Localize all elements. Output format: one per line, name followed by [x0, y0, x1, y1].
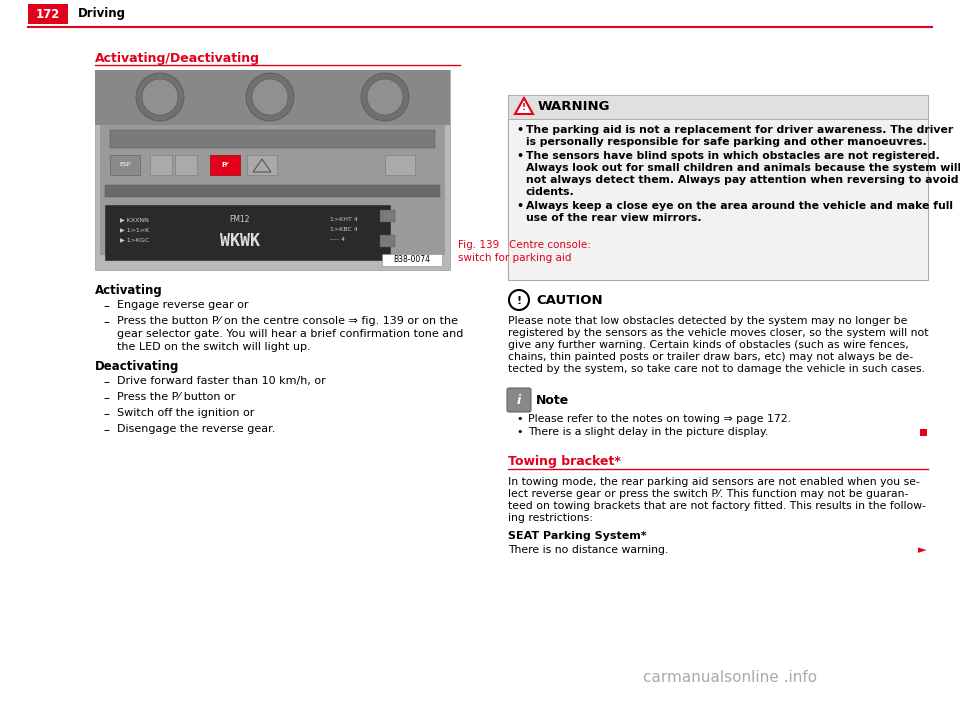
Text: ing restrictions:: ing restrictions: [508, 513, 593, 523]
Bar [28, 4, 68, 24]
Text: •: • [516, 427, 522, 437]
Text: –: – [103, 392, 108, 405]
Text: ▶ 1>1>K: ▶ 1>1>K [120, 227, 149, 232]
Text: There is no distance warning.: There is no distance warning. [508, 545, 668, 555]
Bar [175, 155, 197, 175]
Text: Switch off the ignition or: Switch off the ignition or [117, 408, 254, 418]
Text: registered by the sensors as the vehicle moves closer, so the system will not: registered by the sensors as the vehicle… [508, 328, 928, 338]
Text: tected by the system, so take care not to damage the vehicle in such cases.: tected by the system, so take care not t… [508, 364, 925, 374]
Circle shape [136, 73, 184, 121]
Text: teed on towing brackets that are not factory fitted. This results in the follow-: teed on towing brackets that are not fac… [508, 501, 926, 511]
Bar [95, 70, 450, 125]
Text: ►: ► [918, 545, 926, 555]
Text: •: • [516, 125, 523, 135]
Text: 172: 172 [36, 8, 60, 20]
Text: i: i [516, 393, 521, 407]
Text: •: • [516, 151, 523, 161]
Text: carmanualsonline .info: carmanualsonline .info [643, 670, 817, 685]
Text: Please refer to the notes on towing ⇒ page 172.: Please refer to the notes on towing ⇒ pa… [528, 414, 791, 424]
Text: Please note that low obstacles detected by the system may no longer be: Please note that low obstacles detected … [508, 316, 907, 326]
Bar [380, 210, 395, 222]
Text: •: • [516, 414, 522, 424]
Text: gear selector gate. You will hear a brief confirmation tone and: gear selector gate. You will hear a brie… [117, 329, 464, 339]
Text: Driving: Driving [78, 8, 126, 20]
Bar [508, 95, 928, 119]
Bar [100, 125, 445, 255]
Text: Drive forward faster than 10 km/h, or: Drive forward faster than 10 km/h, or [117, 376, 325, 386]
Text: WKWK: WKWK [220, 232, 260, 250]
Bar [382, 254, 442, 266]
Text: The parking aid is not a replacement for driver awareness. The driver: The parking aid is not a replacement for… [526, 125, 953, 135]
Bar [110, 130, 435, 148]
Text: Towing bracket*: Towing bracket* [508, 455, 621, 468]
Text: There is a slight delay in the picture display.: There is a slight delay in the picture d… [528, 427, 768, 437]
Text: the LED on the switch will light up.: the LED on the switch will light up. [117, 342, 311, 352]
Bar [105, 185, 440, 197]
Text: chains, thin painted posts or trailer draw bars, etc) may not always be de-: chains, thin painted posts or trailer dr… [508, 352, 913, 362]
Bar [385, 155, 415, 175]
Text: Fig. 139   Centre console:: Fig. 139 Centre console: [458, 240, 590, 250]
FancyBboxPatch shape [507, 388, 531, 412]
Text: –: – [103, 424, 108, 437]
Circle shape [367, 79, 403, 115]
Bar [105, 205, 390, 260]
Text: The sensors have blind spots in which obstacles are not registered.: The sensors have blind spots in which ob… [526, 151, 940, 161]
Text: ---- 4: ---- 4 [330, 237, 345, 242]
Text: !: ! [522, 104, 526, 112]
Text: not always detect them. Always pay attention when reversing to avoid ac-: not always detect them. Always pay atten… [526, 175, 960, 185]
Text: ▶ 1>KGC: ▶ 1>KGC [120, 237, 149, 242]
Text: Note: Note [536, 393, 569, 407]
Text: Press the P⁄ button or: Press the P⁄ button or [117, 392, 235, 402]
Bar [380, 235, 395, 247]
Text: Disengage the reverse gear.: Disengage the reverse gear. [117, 424, 276, 434]
Text: give any further warning. Certain kinds of obstacles (such as wire fences,: give any further warning. Certain kinds … [508, 340, 909, 350]
Bar [508, 95, 928, 280]
Text: 1>KHT 4: 1>KHT 4 [330, 217, 358, 222]
Text: !: ! [516, 296, 521, 306]
Bar [920, 429, 927, 436]
Text: CAUTION: CAUTION [536, 294, 603, 306]
Circle shape [509, 290, 529, 310]
Polygon shape [515, 98, 533, 114]
Text: Always look out for small children and animals because the system will: Always look out for small children and a… [526, 163, 960, 173]
Bar [150, 155, 172, 175]
Text: In towing mode, the rear parking aid sensors are not enabled when you se-: In towing mode, the rear parking aid sen… [508, 477, 920, 487]
Text: FM12: FM12 [229, 215, 251, 224]
Text: 1>KBC 4: 1>KBC 4 [330, 227, 358, 232]
Bar [110, 155, 140, 175]
Bar [95, 70, 450, 270]
Text: cidents.: cidents. [526, 187, 575, 197]
Text: B38-0074: B38-0074 [394, 255, 430, 264]
Text: Deactivating: Deactivating [95, 360, 180, 373]
Text: ESP: ESP [119, 163, 131, 168]
Text: Engage reverse gear or: Engage reverse gear or [117, 300, 249, 310]
Circle shape [252, 79, 288, 115]
Text: WARNING: WARNING [538, 100, 611, 114]
Text: switch for parking aid: switch for parking aid [458, 253, 571, 263]
Text: –: – [103, 316, 108, 329]
Text: Activating: Activating [95, 284, 163, 297]
Circle shape [361, 73, 409, 121]
Text: P⁄: P⁄ [222, 162, 228, 168]
Text: –: – [103, 300, 108, 313]
Text: Activating/Deactivating: Activating/Deactivating [95, 52, 260, 65]
Text: SEAT Parking System*: SEAT Parking System* [508, 531, 647, 541]
Text: lect reverse gear or press the switch P⁄. This function may not be guaran-: lect reverse gear or press the switch P⁄… [508, 489, 908, 499]
Text: ▶ KXXNN: ▶ KXXNN [120, 217, 149, 222]
Bar [210, 155, 240, 175]
Text: –: – [103, 408, 108, 421]
Text: Press the button P⁄ on the centre console ⇒ fig. 139 or on the: Press the button P⁄ on the centre consol… [117, 316, 458, 326]
Text: Always keep a close eye on the area around the vehicle and make full: Always keep a close eye on the area arou… [526, 201, 953, 211]
Circle shape [142, 79, 178, 115]
Bar [0, 0, 960, 28]
Circle shape [246, 73, 294, 121]
Text: •: • [516, 201, 523, 211]
Text: –: – [103, 376, 108, 389]
Bar [247, 155, 277, 175]
Text: use of the rear view mirrors.: use of the rear view mirrors. [526, 213, 702, 223]
Text: is personally responsible for safe parking and other manoeuvres.: is personally responsible for safe parki… [526, 137, 926, 147]
